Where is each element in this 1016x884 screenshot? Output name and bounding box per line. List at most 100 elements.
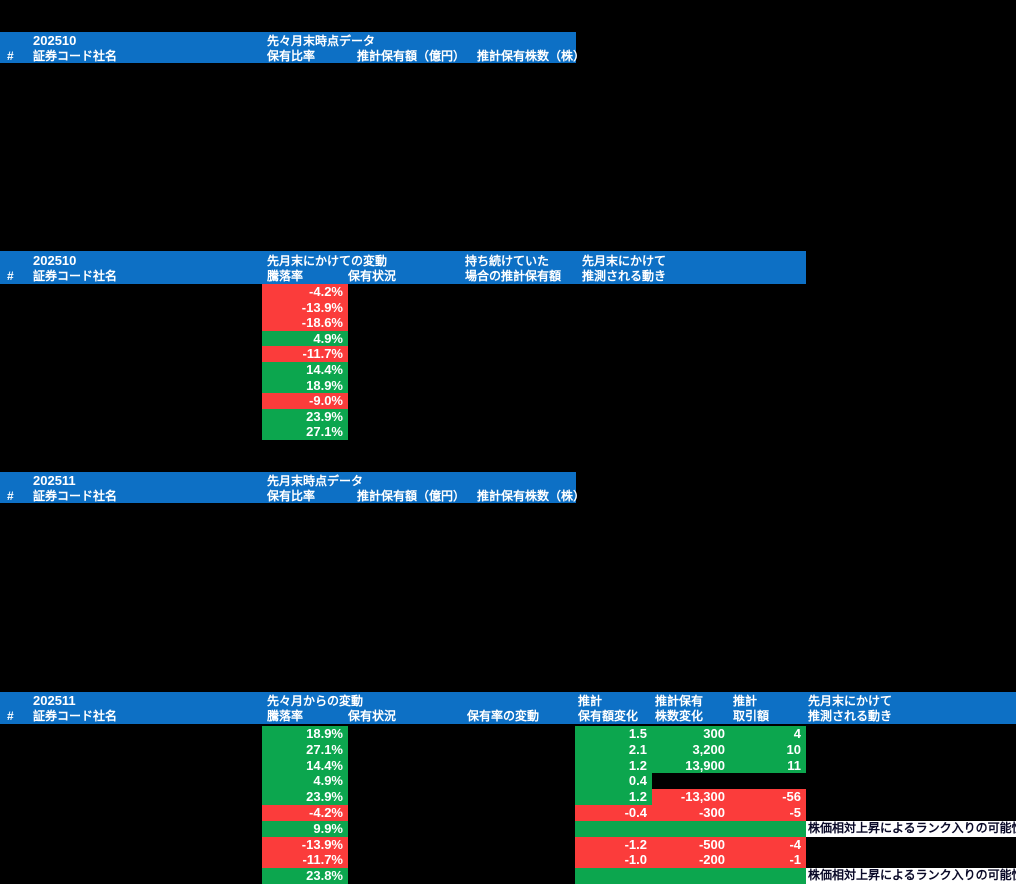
- column-header-shares: 推計保有株数（株）: [477, 489, 586, 503]
- trade-amount-cell[interactable]: 11: [730, 757, 806, 774]
- section3-group-title: 先月末時点データ: [267, 474, 364, 488]
- amount-change-cell[interactable]: [575, 868, 652, 884]
- shares-change-cell[interactable]: -300: [652, 805, 730, 821]
- pct-change-cell[interactable]: 18.9%: [262, 377, 348, 394]
- section4-header: 202511 先々月からの変動 推計 推計保有 推計 先月末にかけて # 証券コ…: [0, 692, 1016, 724]
- movement-bar[interactable]: [575, 820, 806, 837]
- pct-change-cell[interactable]: 27.1%: [262, 424, 348, 440]
- shares-change-cell[interactable]: -200: [652, 852, 730, 869]
- pct-change-cell[interactable]: 23.9%: [262, 789, 348, 805]
- column-header-name: 社名: [93, 489, 118, 503]
- pct-change-cell[interactable]: -11.7%: [262, 346, 348, 362]
- pct-change-cell[interactable]: 4.9%: [262, 773, 348, 790]
- column-header-ratio-change: 保有率の変動: [467, 709, 540, 723]
- trade-amount-cell[interactable]: [730, 773, 806, 789]
- est-title-3: 推計: [733, 694, 758, 708]
- amount-change-cell[interactable]: 2.1: [575, 741, 652, 758]
- pct-change-cell[interactable]: 14.4%: [262, 757, 348, 774]
- trade-amount-cell[interactable]: -1: [730, 852, 806, 869]
- column-header-num: #: [7, 489, 14, 503]
- table-row: -4.2% -0.4 -300 -5: [0, 805, 1016, 821]
- section4-period-label: 202511: [33, 693, 76, 708]
- rank-note[interactable]: [806, 742, 1016, 758]
- column-header-name: 社名: [93, 269, 118, 283]
- shares-change-cell[interactable]: -500: [652, 836, 730, 853]
- trade-amount-cell[interactable]: 10: [730, 741, 806, 758]
- shares-change-cell[interactable]: 3,200: [652, 741, 730, 758]
- amount-change-cell[interactable]: [575, 821, 652, 837]
- pct-change-cell[interactable]: -18.6%: [262, 315, 348, 331]
- amount-change-cell[interactable]: 1.2: [575, 757, 652, 774]
- shares-change-cell[interactable]: [652, 821, 730, 837]
- rank-note[interactable]: [806, 726, 1016, 742]
- pct-change-cell[interactable]: -9.0%: [262, 393, 348, 409]
- move-title-line1: 先月末にかけて: [582, 254, 667, 268]
- pct-change-cell[interactable]: 14.4%: [262, 361, 348, 378]
- rank-note[interactable]: [806, 773, 1016, 789]
- column-header-code: 証券コード: [33, 49, 94, 63]
- amount-change-cell[interactable]: -1.0: [575, 852, 652, 869]
- pct-change-cell[interactable]: 27.1%: [262, 741, 348, 758]
- column-header-code: 証券コード: [33, 489, 94, 503]
- trade-amount-cell[interactable]: -4: [730, 836, 806, 853]
- shares-change-cell[interactable]: 13,900: [652, 757, 730, 774]
- trade-amount-cell[interactable]: -56: [730, 789, 806, 805]
- shares-change-cell[interactable]: [652, 868, 730, 884]
- section2-group-title: 先月末にかけての変動: [267, 254, 388, 268]
- amount-change-cell[interactable]: -0.4: [575, 805, 652, 821]
- section2-period-label: 202510: [33, 253, 77, 268]
- table-row: -11.7% -1.0 -200 -1: [0, 852, 1016, 869]
- rank-note[interactable]: [806, 837, 1016, 853]
- hold-title-line1: 持ち続けていた: [465, 254, 550, 268]
- trade-amount-cell[interactable]: -5: [730, 805, 806, 821]
- pct-change-cell[interactable]: 23.9%: [262, 408, 348, 425]
- pct-change-cell[interactable]: 23.8%: [262, 868, 348, 884]
- section2-pct-change-column: -4.2% -13.9% -18.6% 4.9% -11.7% 14.4% 18…: [262, 284, 348, 440]
- rank-note[interactable]: 株価相対上昇によるランク入りの可能性: [806, 868, 1016, 884]
- trade-amount-cell[interactable]: 4: [730, 726, 806, 742]
- column-header-name: 社名: [93, 709, 118, 723]
- column-header-pct: 騰落率: [267, 709, 304, 723]
- table-row: 4.9% 0.4: [0, 773, 1016, 790]
- amount-change-cell[interactable]: 0.4: [575, 773, 652, 790]
- amount-change-cell[interactable]: 1.5: [575, 726, 652, 742]
- section1-period-label: 202510: [33, 33, 77, 48]
- table-row: 18.9% 1.5 300 4: [0, 726, 1016, 742]
- column-header-amount: 推計保有額（億円）: [357, 489, 466, 503]
- pct-change-cell[interactable]: -4.2%: [262, 805, 348, 821]
- section4-rows: 18.9% 1.5 300 4 27.1% 2.1 3,200 10 14.4%…: [0, 726, 1016, 884]
- pct-change-cell[interactable]: -4.2%: [262, 284, 348, 300]
- move-title-line2: 推測される動き: [582, 269, 667, 283]
- section1-header: 202510 先々月末時点データ # 証券コード 社名 保有比率 推計保有額（億…: [0, 32, 585, 63]
- trade-amount-cell[interactable]: [730, 868, 806, 884]
- rank-note[interactable]: [806, 805, 1016, 821]
- amount-change-cell[interactable]: 1.2: [575, 789, 652, 805]
- section3-header: 202511 先月末時点データ # 証券コード 社名 保有比率 推計保有額（億円…: [0, 472, 585, 503]
- shares-change-cell[interactable]: 300: [652, 726, 730, 742]
- pct-change-cell[interactable]: -13.9%: [262, 836, 348, 853]
- shares-change-cell[interactable]: -13,300: [652, 789, 730, 805]
- table-row: 9.9% 株価相対上昇によるランク入りの可能性: [0, 820, 1016, 837]
- rank-note[interactable]: [806, 852, 1016, 868]
- column-header-amount: 推計保有額（億円）: [357, 49, 466, 63]
- pct-change-cell[interactable]: -11.7%: [262, 852, 348, 869]
- column-header-code: 証券コード: [33, 269, 94, 283]
- column-header-trade: 取引額: [733, 709, 770, 723]
- rank-note[interactable]: 株価相対上昇によるランク入りの可能性: [806, 820, 1016, 837]
- shares-change-cell[interactable]: [652, 773, 730, 789]
- pct-change-cell[interactable]: 4.9%: [262, 330, 348, 347]
- pct-change-cell[interactable]: 18.9%: [262, 726, 348, 742]
- amount-change-cell[interactable]: -1.2: [575, 836, 652, 853]
- column-header-num: #: [7, 709, 14, 723]
- table-row: 23.8% 株価相対上昇によるランク入りの可能性: [0, 868, 1016, 884]
- trade-amount-cell[interactable]: [730, 821, 806, 837]
- pct-change-cell[interactable]: 9.9%: [262, 820, 348, 837]
- rank-note[interactable]: [806, 758, 1016, 774]
- rank-note[interactable]: [806, 789, 1016, 805]
- est-title-1: 推計: [578, 694, 603, 708]
- table-row: -13.9% -1.2 -500 -4: [0, 836, 1016, 853]
- move-title-line1: 先月末にかけて: [808, 694, 893, 708]
- movement-bar[interactable]: [575, 868, 806, 884]
- pct-change-cell[interactable]: -13.9%: [262, 299, 348, 316]
